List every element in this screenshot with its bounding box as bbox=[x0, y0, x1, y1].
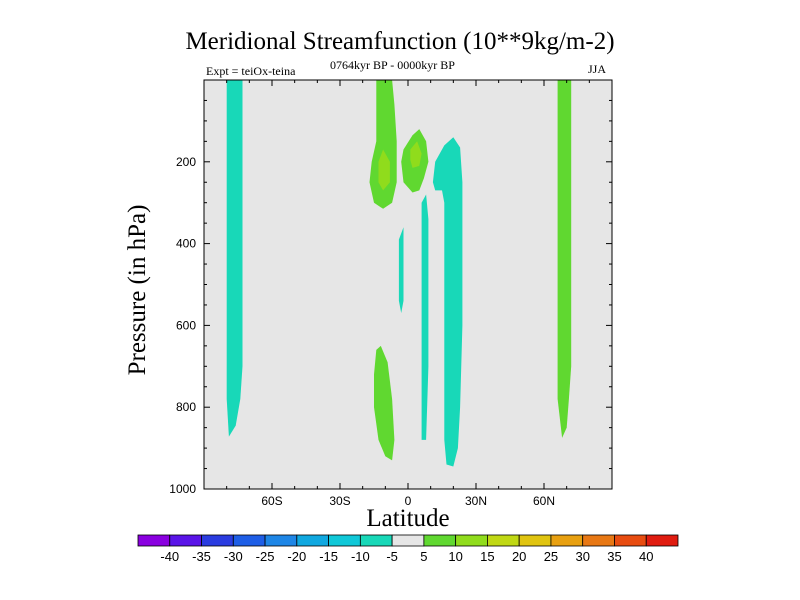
colorbar-label: 5 bbox=[420, 549, 427, 564]
colorbar-box bbox=[391, 534, 425, 547]
colorbar-label: 40 bbox=[639, 549, 653, 564]
y-tick-label: 800 bbox=[176, 400, 196, 414]
colorbar-label: 25 bbox=[544, 549, 558, 564]
x-tick-label: 30N bbox=[465, 494, 487, 508]
colorbar-box bbox=[582, 534, 615, 547]
contour-sh-polar-negative bbox=[226, 80, 243, 437]
experiment-label: Expt = teiOx-teina bbox=[206, 64, 296, 78]
colorbar-box bbox=[614, 534, 647, 547]
colorbar: -40 -35 -30 -25 -20 -15 -10 -5 5 10 15 20 25 30 35 40 bbox=[137, 534, 679, 564]
plot-background bbox=[204, 80, 612, 489]
colorbar-box bbox=[487, 534, 520, 547]
x-tick-label: 30S bbox=[329, 494, 350, 508]
x-tick-label: 60S bbox=[261, 494, 282, 508]
contour-layer bbox=[226, 80, 572, 467]
contour-tropical-upper-left-positive bbox=[369, 80, 397, 209]
contour-nh-polar-positive bbox=[557, 80, 572, 438]
colorbar-box bbox=[264, 534, 298, 547]
colorbar-box bbox=[169, 534, 202, 547]
colorbar-label: 35 bbox=[607, 549, 621, 564]
colorbar-label: 15 bbox=[480, 549, 494, 564]
contour-tropical-upper-left-core bbox=[378, 149, 390, 191]
y-tick-label: 400 bbox=[176, 237, 196, 251]
colorbar-box bbox=[550, 534, 584, 547]
colorbar-label: -15 bbox=[319, 549, 338, 564]
x-tick-label: 60N bbox=[533, 494, 555, 508]
y-tick-label: 200 bbox=[176, 155, 196, 169]
y-tick-label: 600 bbox=[176, 318, 196, 332]
colorbar-label: -30 bbox=[224, 549, 243, 564]
colorbar-box bbox=[137, 534, 171, 547]
period-label: 0764kyr BP - 0000kyr BP bbox=[330, 58, 455, 72]
colorbar-label: 10 bbox=[448, 549, 462, 564]
colorbar-label: 30 bbox=[575, 549, 589, 564]
colorbar-label: 20 bbox=[512, 549, 526, 564]
y-tick-label: 1000 bbox=[169, 482, 196, 496]
axes-layer: 60S 30S 0 30N 60N 200 400 600 800 1000 bbox=[169, 80, 612, 508]
contour-tropical-lower-positive bbox=[374, 345, 395, 461]
colorbar-label: -35 bbox=[192, 549, 211, 564]
colorbar-label: -20 bbox=[287, 549, 306, 564]
colorbar-box bbox=[232, 534, 266, 547]
colorbar-box bbox=[296, 534, 329, 547]
contour-hadley-right-negative bbox=[432, 137, 463, 467]
colorbar-label: -25 bbox=[256, 549, 275, 564]
colorbar-box bbox=[455, 534, 488, 547]
colorbar-box bbox=[359, 534, 393, 547]
contour-tropical-upper-right-core bbox=[410, 141, 422, 168]
x-axis-label: Latitude bbox=[366, 505, 450, 532]
x-tick-label: 0 bbox=[405, 494, 412, 508]
chart-title: Meridional Streamfunction (10**9kg/m-2) bbox=[185, 28, 615, 55]
colorbar-label: -10 bbox=[351, 549, 370, 564]
contour-tropical-narrow-negative bbox=[421, 194, 429, 440]
colorbar-label: -5 bbox=[386, 549, 398, 564]
colorbar-label: -40 bbox=[160, 549, 179, 564]
colorbar-box bbox=[201, 534, 234, 547]
season-label: JJA bbox=[588, 62, 607, 76]
colorbar-box bbox=[423, 534, 457, 547]
colorbar-box bbox=[645, 534, 679, 547]
colorbar-box bbox=[328, 534, 361, 547]
colorbar-box bbox=[518, 534, 552, 547]
contour-tropical-small-negative bbox=[398, 227, 404, 314]
